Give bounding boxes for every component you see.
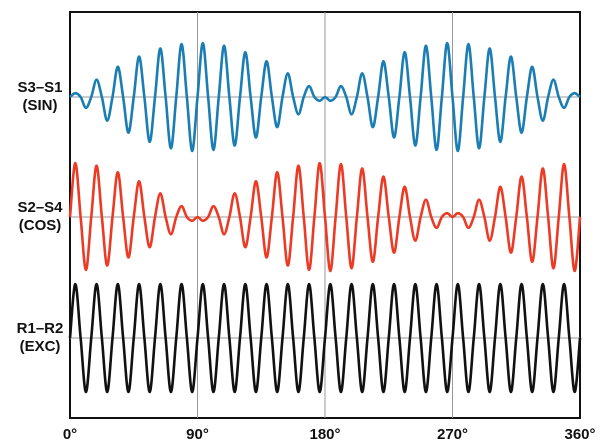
- waveform: [69, 41, 581, 153]
- x-tick-label: 270°: [437, 426, 468, 443]
- series-name: S2–S4: [17, 199, 63, 216]
- x-tick-label: 0°: [63, 426, 77, 443]
- series-name: S3–S1: [17, 79, 62, 96]
- waveform: [68, 282, 582, 394]
- series-tag: (EXC): [20, 338, 61, 355]
- waveform: [68, 161, 582, 273]
- series-tag: (COS): [19, 217, 62, 234]
- x-tick-label: 360°: [564, 426, 595, 443]
- series-tag: (SIN): [23, 97, 58, 114]
- x-tick-label: 90°: [186, 426, 209, 443]
- series-name: R1–R2: [17, 320, 64, 337]
- x-tick-label: 180°: [309, 426, 340, 443]
